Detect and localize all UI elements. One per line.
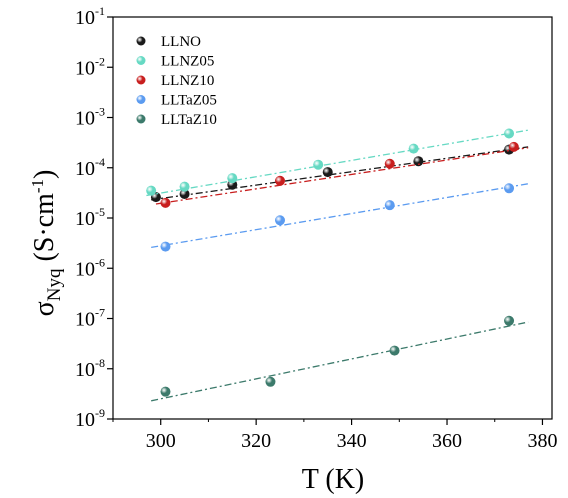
y-tick-base: 10	[75, 409, 95, 431]
data-point-LLNZ10	[160, 197, 171, 208]
data-point-LLTaZ10	[389, 345, 400, 356]
y-tick-exponent: -1	[95, 4, 105, 18]
y-tick-label: 10-2	[75, 54, 105, 79]
data-point-LLTaZ10	[160, 386, 171, 397]
data-point-LLNZ05	[313, 159, 324, 170]
y-tick-label: 10-1	[75, 4, 105, 29]
data-point-LLNZ10	[275, 175, 286, 186]
legend: LLNO LLNZ05 LLNZ10 LLTaZ05 LLTaZ10	[136, 34, 217, 128]
x-tick-label: 300	[146, 430, 176, 452]
y-tick-base: 10	[75, 158, 95, 180]
y-tick-exponent: -3	[95, 105, 105, 119]
y-tick-label: 10-7	[75, 306, 105, 331]
y-tick-label: 10-6	[75, 255, 105, 280]
fit-line-LLNO	[151, 146, 529, 201]
data-point-LLNO	[413, 156, 424, 167]
y-axis-title-close: )	[29, 170, 60, 179]
legend-label-LLTaZ10: LLTaZ10	[161, 112, 217, 128]
y-tick-label: 10-9	[75, 406, 105, 431]
data-point-LLNZ10	[508, 141, 519, 152]
y-axis-title: σNyq (S·cm-1)	[28, 170, 65, 317]
y-tick-base: 10	[75, 57, 95, 79]
data-point-LLNZ05	[179, 181, 190, 192]
data-point-LLTaZ05	[384, 200, 395, 211]
fit-line-LLTaZ10	[151, 321, 529, 402]
y-tick-label: 10-8	[75, 356, 105, 381]
data-point-LLTaZ05	[504, 183, 515, 194]
data-point-LLTaZ10	[265, 376, 276, 387]
x-tick-label: 340	[337, 430, 367, 452]
data-point-LLTaZ05	[275, 215, 286, 226]
y-tick-base: 10	[75, 359, 95, 381]
data-point-LLNZ10	[384, 158, 395, 169]
y-tick-label: 10-3	[75, 105, 105, 130]
x-axis-title: T (K)	[302, 464, 364, 495]
y-tick-label: 10-4	[75, 155, 105, 180]
legend-marker-LLNZ05	[136, 56, 146, 65]
legend-marker-LLNZ10	[136, 75, 146, 85]
legend-label-LLNO: LLNO	[161, 34, 201, 50]
fit-line-LLTaZ05	[151, 183, 529, 249]
y-tick-base: 10	[75, 108, 95, 130]
data-point-LLTaZ10	[504, 315, 515, 326]
legend-label-LLNZ10: LLNZ10	[161, 73, 214, 89]
y-tick-base: 10	[75, 208, 95, 230]
y-axis-title-sigma: σ	[29, 301, 60, 316]
data-point-LLNZ05	[408, 143, 419, 154]
y-tick-exponent: -7	[95, 306, 105, 320]
x-tick-label: 320	[241, 430, 271, 452]
y-tick-exponent: -6	[95, 255, 105, 269]
y-tick-exponent: -4	[95, 155, 105, 169]
fit-line-LLNZ05	[146, 129, 529, 197]
data-point-LLNZ05	[146, 185, 157, 196]
legend-marker-LLTaZ10	[136, 114, 146, 124]
y-tick-exponent: -8	[95, 356, 105, 370]
legend-marker-LLNO	[136, 36, 146, 46]
legend-label-LLTaZ05: LLTaZ05	[161, 93, 217, 109]
legend-label-LLNZ05: LLNZ05	[161, 54, 214, 70]
data-point-LLNO	[179, 189, 190, 200]
y-tick-exponent: -5	[95, 205, 105, 219]
y-axis-title-unit: (S·cm	[29, 193, 60, 269]
data-point-LLTaZ05	[160, 241, 171, 252]
x-tick-label: 380	[527, 430, 557, 452]
legend-marker-LLTaZ05	[136, 95, 146, 104]
fit-line-LLNZ10	[155, 147, 529, 205]
data-point-LLNZ05	[504, 128, 515, 139]
axes: 300 320 340 360 38010-110-210-310-410-510-61…	[75, 4, 557, 452]
plot-area	[146, 128, 529, 402]
y-tick-exponent: -2	[95, 54, 105, 68]
y-tick-exponent: -9	[95, 406, 105, 420]
x-tick-label: 360	[432, 430, 462, 452]
y-axis-title-unit-exponent: -1	[28, 179, 47, 193]
y-tick-base: 10	[75, 309, 95, 331]
data-point-LLNZ05	[227, 173, 238, 184]
y-tick-base: 10	[75, 258, 95, 280]
y-tick-base: 10	[75, 7, 95, 29]
y-tick-label: 10-5	[75, 205, 105, 230]
data-point-LLNO	[322, 167, 333, 178]
y-axis-title-subscript: Nyq	[44, 268, 65, 301]
